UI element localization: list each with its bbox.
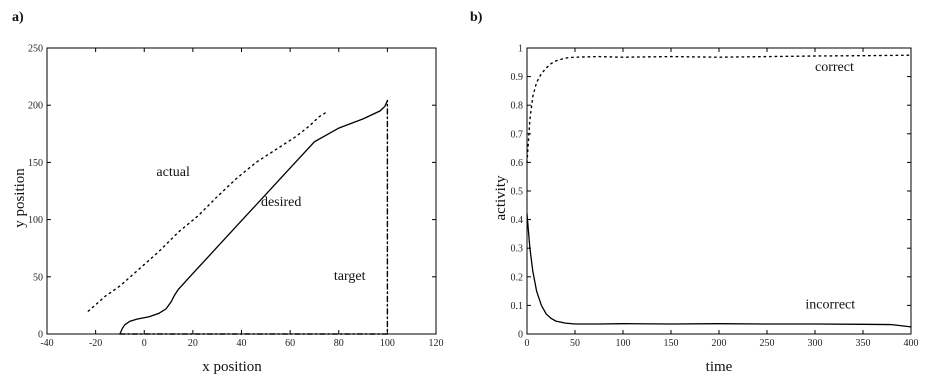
panel-a-y-tick-label: 100 [28,215,43,226]
panel-b-annotation-incorrect: incorrect [805,297,855,312]
panel-b-label: b) [470,10,483,25]
panel-b-ylabel: activity [493,175,509,220]
panel-b-y-tick-label: 0.7 [511,129,524,140]
panel-b-x-tick-label: 100 [616,338,631,349]
panel-b-annotations: correct incorrect [805,60,855,312]
panel-a-ylabel: y position [12,168,28,228]
panel-b-y-tick-label: 0 [518,330,523,341]
panel-a-annotation-target: target [334,269,366,284]
panel-a-label: a) [12,10,24,25]
panel-a-x-tick-label: -40 [40,338,53,349]
panel-b-x-tick-label: 200 [712,338,727,349]
panel-b-y-tick-label: 0.4 [511,215,524,226]
panel-b-series [526,54,912,328]
panel-a-series-line-solid [119,99,389,335]
panel-b-y-tick-label: 0.2 [511,272,524,283]
panel-b-x-tick-label: 300 [808,338,823,349]
panel-b-activity: b) activity time 0 50 100 150 200 250 300 350 40… [470,10,919,375]
panel-b-y-tick-label: 0.5 [511,187,524,198]
panel-a-x-tick-label: 100 [380,338,395,349]
panel-a-x-tick-label: 120 [429,338,444,349]
panel-b-y-ticks: 0 0.1 0.2 0.3 0.4 0.5 0.6 0.7 0.8 0.9 1 [511,44,911,341]
panel-a-series [87,99,389,335]
panel-b-x-tick-label: 400 [904,338,919,349]
panel-b-y-tick-label: 1 [518,44,523,55]
panel-a-series-line-dotted [87,111,328,312]
panel-b-y-tick-label: 0.1 [511,301,524,312]
panel-a-x-ticks: -40 -20 0 20 40 60 80 100 120 [40,48,444,349]
panel-a-annotation-desired: desired [261,195,301,210]
panel-a-y-tick-label: 50 [33,272,43,283]
panel-a-series-line-dash-dot [119,99,389,335]
panel-b-x-ticks: 0 50 100 150 200 250 300 350 400 [525,48,919,349]
panel-b-annotation-correct: correct [815,60,854,75]
panel-a-x-tick-label: 20 [188,338,198,349]
panel-b-y-tick-label: 0.8 [511,101,524,112]
panel-a-xlabel: x position [202,359,262,375]
panel-b-x-tick-label: 250 [760,338,775,349]
panel-a-x-tick-label: 40 [237,338,247,349]
panel-b-plot-frame [526,47,912,335]
panel-a-y-ticks: 0 50 100 150 200 250 [28,44,436,341]
panel-b-y-tick-label: 0.3 [511,244,524,255]
panel-b-y-tick-label: 0.6 [511,158,524,169]
panel-a-x-tick-label: 0 [142,338,147,349]
panel-b-x-tick-label: 50 [570,338,580,349]
panel-a-x-tick-label: 80 [334,338,344,349]
panel-b-x-tick-label: 150 [664,338,679,349]
panel-a-y-tick-label: 150 [28,158,43,169]
panel-a-plot-frame [46,47,437,335]
panel-a-x-tick-label: -20 [89,338,102,349]
panel-a-y-tick-label: 250 [28,44,43,55]
panel-b-series-line-incorrect [526,213,912,328]
panel-b-x-tick-label: 350 [856,338,871,349]
panel-a-y-tick-label: 200 [28,101,43,112]
panel-b-y-tick-label: 0.9 [511,72,524,83]
panel-a-annotation-actual: actual [156,165,190,180]
panel-b-x-tick-label: 0 [525,338,530,349]
panel-b-series-line-correct [526,54,912,164]
panel-b-xlabel: time [706,359,733,375]
panel-a-trajectory: a) y position x position -40 -20 0 20 40 60 80… [12,10,444,375]
panel-a-x-tick-label: 60 [285,338,295,349]
panel-a-y-tick-label: 0 [38,330,43,341]
panel-a-annotations: actual desired target [156,165,365,284]
